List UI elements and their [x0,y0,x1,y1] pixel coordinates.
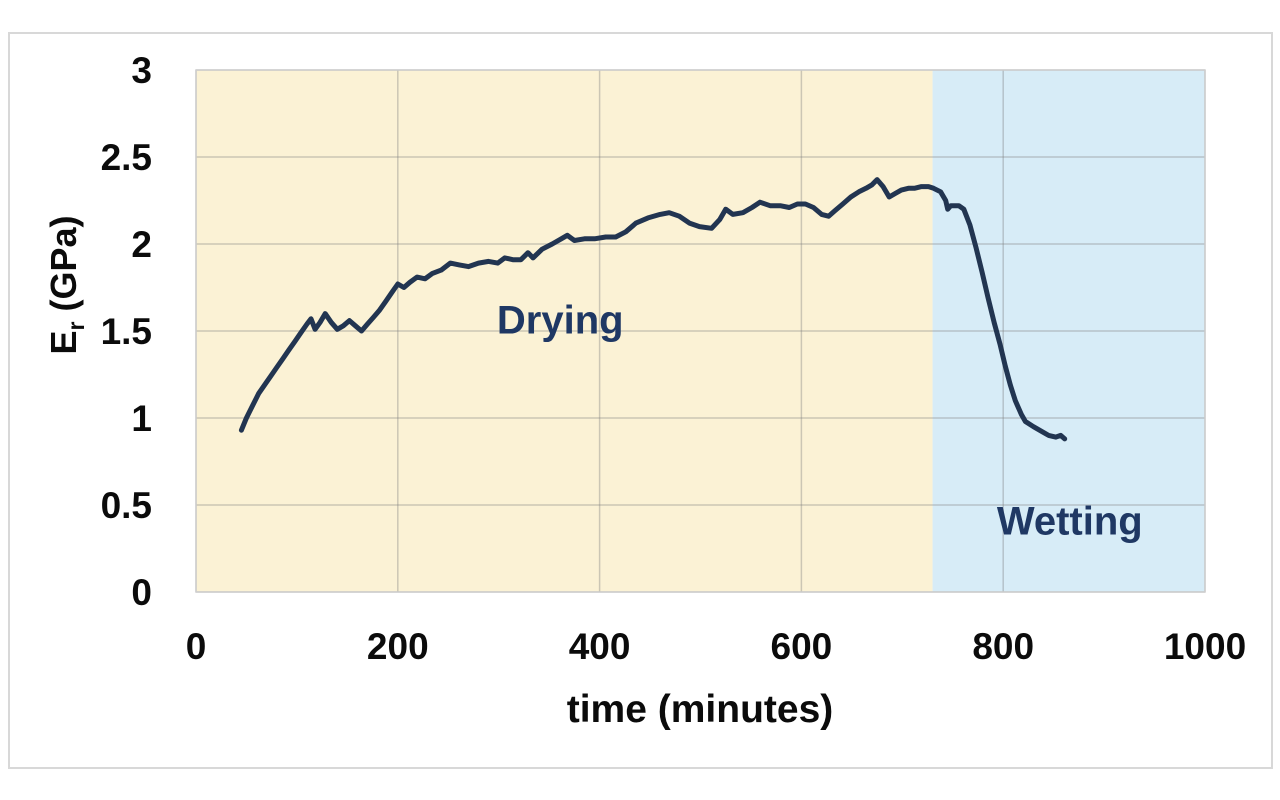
x-tick-label: 400 [569,626,631,667]
y-tick-label: 1.5 [101,311,152,352]
y-tick-label: 3 [131,50,152,91]
y-axis-subscript: r [63,321,90,331]
drying-region [196,70,933,592]
x-tick-label: 0 [186,626,207,667]
y-tick-label: 1 [131,398,152,439]
y-axis-symbol: E [43,330,84,355]
y-tick-label: 2.5 [101,137,152,178]
x-tick-label: 1000 [1164,626,1246,667]
y-tick-label: 0.5 [101,485,152,526]
wetting-region [932,70,1205,592]
plot-border [195,69,1206,593]
y-axis-units: (GPa) [43,215,84,322]
x-tick-label: 600 [771,626,833,667]
y-tick-label: 0 [131,572,152,613]
series-line [238,177,1068,442]
region-label-drying: Drying [496,298,624,343]
y-tick-label: 2 [131,224,152,265]
region-label-wetting: Wetting [996,499,1143,544]
x-tick-label: 800 [972,626,1034,667]
x-axis-title: time (minutes) [566,688,834,731]
x-tick-label: 200 [367,626,429,667]
y-axis-title: Er (GPa) [39,185,89,385]
